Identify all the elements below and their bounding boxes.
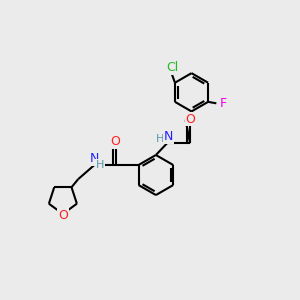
- Text: H: H: [96, 160, 104, 170]
- Text: N: N: [90, 152, 99, 165]
- Text: N: N: [164, 130, 173, 143]
- Text: O: O: [186, 112, 196, 126]
- Text: H: H: [156, 134, 164, 143]
- Text: O: O: [58, 208, 68, 222]
- Text: Cl: Cl: [166, 61, 178, 74]
- Text: O: O: [111, 135, 121, 148]
- Text: F: F: [219, 97, 226, 110]
